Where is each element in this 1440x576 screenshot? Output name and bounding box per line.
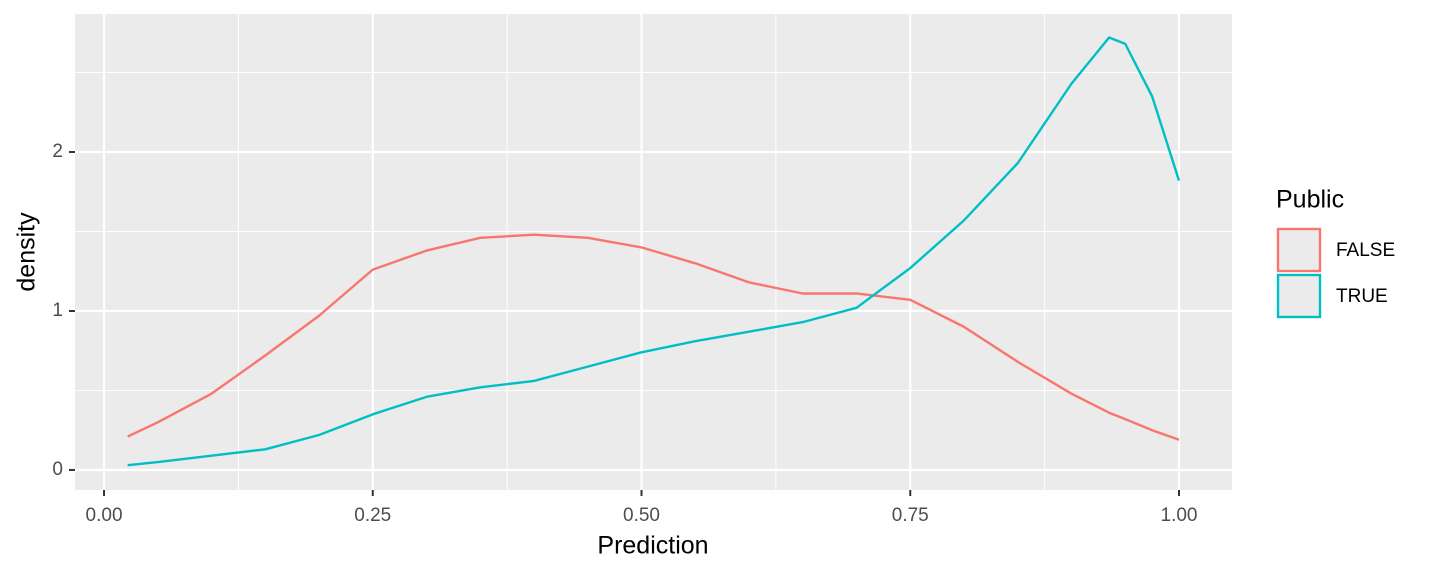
legend-title: Public — [1276, 186, 1344, 214]
x-tick-label: 0.25 — [354, 505, 391, 526]
density-line — [127, 233, 1180, 441]
legend-label: TRUE — [1336, 286, 1388, 307]
x-tick-label: 0.00 — [86, 505, 123, 526]
legend-key — [1276, 273, 1322, 319]
legend-label: FALSE — [1336, 240, 1395, 261]
y-tick-label: 0 — [52, 459, 63, 480]
x-tick-label: 0.75 — [892, 505, 929, 526]
y-tick-label: 1 — [52, 300, 63, 321]
legend-key — [1276, 227, 1322, 273]
x-axis-title: Prediction — [597, 532, 708, 560]
y-axis-title: density — [13, 212, 41, 292]
x-tick-label: 0.50 — [623, 505, 660, 526]
x-tick-label: 1.00 — [1161, 505, 1198, 526]
y-tick-label: 2 — [52, 141, 63, 162]
density-line — [127, 36, 1181, 467]
